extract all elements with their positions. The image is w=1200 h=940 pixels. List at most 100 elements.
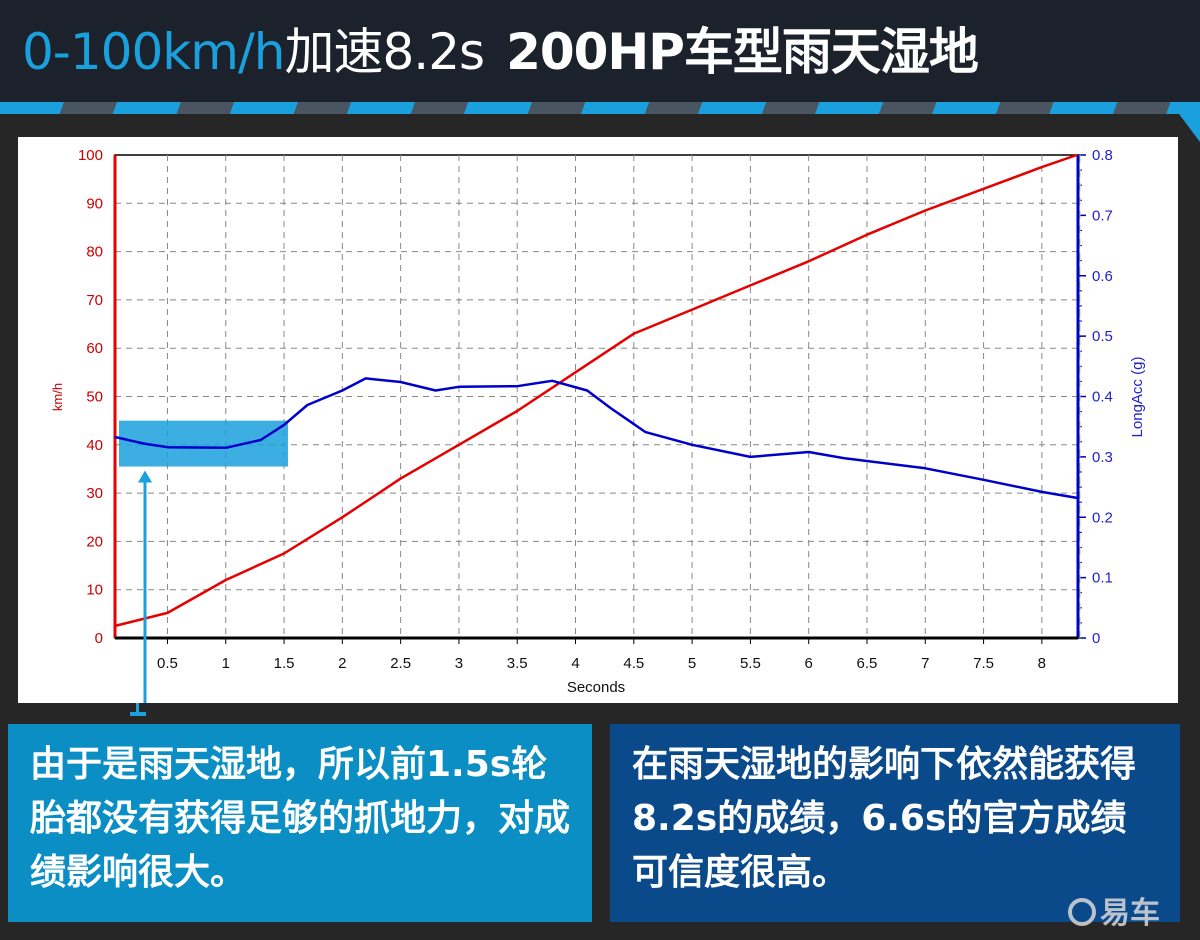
x-tick-label: 5 xyxy=(688,655,696,672)
title-time: 加速8.2s xyxy=(284,23,485,81)
y-left-tick-label: 60 xyxy=(86,340,103,357)
y-right-tick-label: 0.2 xyxy=(1092,509,1113,526)
x-tick-label: 6.5 xyxy=(857,655,878,672)
y-left-tick-label: 50 xyxy=(86,389,103,406)
speed-line xyxy=(114,153,1078,628)
logo-text: 易车 xyxy=(1100,896,1160,931)
acceleration-point xyxy=(807,451,810,453)
y-left-tick-label: 90 xyxy=(86,195,103,212)
x-tick-label: 0.5 xyxy=(157,655,178,672)
acceleration-point xyxy=(306,404,309,406)
title-speed-range: 0-100km/h xyxy=(22,23,285,81)
x-tick-label: 1.5 xyxy=(274,655,295,672)
annotation-arrow-tail xyxy=(136,703,139,715)
x-tick-label: 2 xyxy=(338,655,346,672)
acceleration-point xyxy=(224,447,227,449)
x-tick-label: 6 xyxy=(805,655,813,672)
acceleration-point xyxy=(924,467,927,470)
acceleration-point xyxy=(434,389,437,392)
acceleration-point xyxy=(691,444,693,446)
acceleration-point xyxy=(114,436,116,438)
acceleration-point xyxy=(166,446,169,449)
page-title: 0-100km/h加速8.2s 200HP车型雨天湿地 xyxy=(22,22,979,82)
logo-icon xyxy=(1068,898,1096,926)
acceleration-point xyxy=(609,407,612,409)
yiche-logo: 易车 xyxy=(1068,888,1160,932)
y-left-tick-label: 70 xyxy=(86,292,103,309)
y-left-tick-label: 100 xyxy=(78,147,103,164)
speed-point xyxy=(341,516,344,519)
x-tick-label: 8 xyxy=(1038,655,1046,672)
acceleration-point xyxy=(341,389,344,392)
y-left-tick-label: 20 xyxy=(86,533,103,550)
y-left-axis-label: km/h xyxy=(50,383,65,411)
title-condition: 200HP车型雨天湿地 xyxy=(506,23,979,81)
note-right: 在雨天湿地的影响下依然能获得8.2s的成绩，6.6s的官方成绩可信度很高。 xyxy=(610,724,1180,922)
speed-point xyxy=(633,332,635,335)
speed-point xyxy=(807,260,810,263)
acceleration-point xyxy=(516,385,519,388)
acceleration-point xyxy=(551,380,553,382)
y-right-tick-label: 0.4 xyxy=(1092,389,1113,406)
speed-point xyxy=(166,612,169,614)
speed-point xyxy=(691,308,693,311)
x-tick-label: 4.5 xyxy=(623,655,644,672)
x-tick-label: 3.5 xyxy=(507,655,528,672)
acceleration-point xyxy=(399,381,402,383)
acceleration-point xyxy=(1041,491,1043,493)
x-axis-label: Seconds xyxy=(567,679,625,696)
y-left-tick-label: 40 xyxy=(86,437,103,454)
acceleration-point xyxy=(283,424,285,426)
speed-point xyxy=(1041,166,1043,168)
speed-point xyxy=(114,625,116,627)
speed-point xyxy=(458,444,460,446)
x-tick-label: 4 xyxy=(571,655,579,672)
speed-point xyxy=(399,477,402,480)
y-left-tick-label: 10 xyxy=(86,582,103,599)
y-right-tick-label: 0.5 xyxy=(1092,328,1113,345)
y-right-axis-label: LongAcc (g) xyxy=(1129,357,1146,438)
acceleration-point xyxy=(364,377,367,380)
y-right-tick-label: 0.6 xyxy=(1092,268,1113,285)
acceleration-point xyxy=(982,479,985,481)
speed-point xyxy=(283,552,285,555)
acceleration-point xyxy=(259,439,262,441)
acceleration-point xyxy=(1076,497,1078,499)
speed-point xyxy=(924,209,927,212)
note-left: 由于是雨天湿地，所以前1.5s轮胎都没有获得足够的抓地力，对成绩影响很大。 xyxy=(8,724,592,922)
speed-point xyxy=(516,410,519,412)
y-left-tick-label: 30 xyxy=(86,485,103,502)
y-right-tick-label: 0.1 xyxy=(1092,570,1113,587)
header: 0-100km/h加速8.2s 200HP车型雨天湿地 xyxy=(0,0,1200,102)
speed-point xyxy=(749,284,752,287)
acceleration-point xyxy=(586,389,588,392)
x-tick-label: 7.5 xyxy=(973,655,994,672)
acceleration-chart: 0.5 1 1.5 2 2.5 3 3.5 4 4.5 5 5.5 6 6.5 7 7.5 801020304… xyxy=(50,147,1146,715)
arrow-head-icon xyxy=(138,470,152,483)
y-left-tick-label: 80 xyxy=(86,244,103,261)
decorative-corner xyxy=(1170,102,1200,142)
x-tick-label: 1 xyxy=(222,655,230,672)
decorative-stripe xyxy=(0,102,1200,114)
speed-point xyxy=(1076,154,1078,156)
speed-point xyxy=(866,233,868,236)
speed-point xyxy=(574,371,577,374)
y-right-tick-label: 0.7 xyxy=(1092,207,1113,224)
x-tick-label: 7 xyxy=(921,655,929,672)
x-tick-label: 2.5 xyxy=(390,655,411,672)
acceleration-point xyxy=(842,457,845,459)
y-right-tick-label: 0 xyxy=(1092,630,1100,647)
y-right-tick-label: 0.8 xyxy=(1092,147,1113,164)
x-tick-label: 3 xyxy=(455,655,463,672)
acceleration-point xyxy=(143,442,145,445)
y-left-tick-label: 0 xyxy=(95,630,103,647)
y-right-tick-label: 0.3 xyxy=(1092,449,1113,466)
speed-point xyxy=(224,579,227,581)
acceleration-point xyxy=(644,431,647,433)
annotation-arrow-base xyxy=(130,712,146,716)
chart-panel: 0.5 1 1.5 2 2.5 3 3.5 4 4.5 5 5.5 6 6.5 7 7.5 8 0 10 20 30 4… xyxy=(18,137,1178,715)
acceleration-point xyxy=(749,456,752,458)
acceleration-point xyxy=(458,386,460,388)
speed-point xyxy=(982,188,985,190)
x-tick-label: 5.5 xyxy=(740,655,761,672)
